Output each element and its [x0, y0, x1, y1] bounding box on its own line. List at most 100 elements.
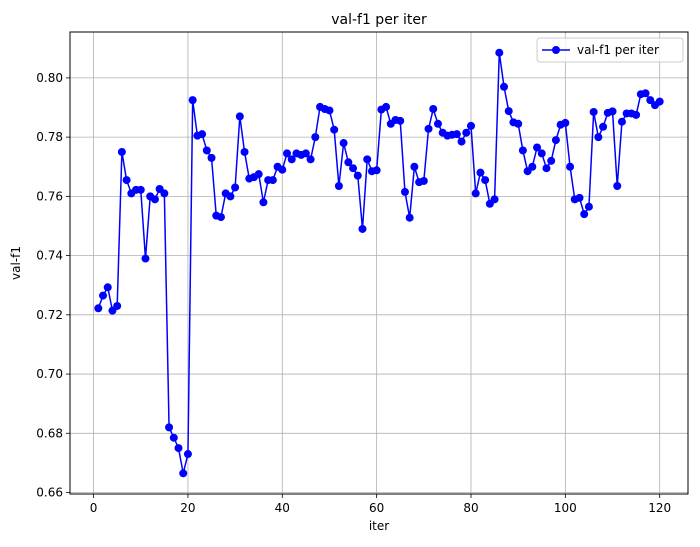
data-point	[419, 176, 428, 185]
x-tick-label: 40	[275, 501, 290, 515]
data-point	[349, 164, 358, 173]
data-point	[471, 189, 480, 198]
x-tick-label: 120	[648, 501, 671, 515]
data-point	[632, 110, 641, 119]
data-point	[183, 450, 192, 459]
data-point	[344, 158, 353, 167]
data-point	[452, 130, 461, 139]
data-point	[462, 128, 471, 137]
legend: val-f1 per iter	[536, 37, 684, 63]
data-point	[504, 107, 513, 116]
data-point	[617, 117, 626, 126]
data-point	[481, 176, 490, 185]
data-point	[136, 185, 145, 194]
legend-label: val-f1 per iter	[577, 43, 659, 57]
data-point	[174, 444, 183, 453]
data-point	[165, 423, 174, 432]
plot-frame	[69, 31, 689, 495]
data-point	[259, 198, 268, 207]
y-tick-label: 0.78	[36, 130, 63, 144]
data-point	[268, 176, 277, 185]
data-point	[490, 195, 499, 204]
y-tick-label: 0.76	[36, 189, 63, 203]
y-tick-label: 0.80	[36, 71, 63, 85]
data-point	[198, 130, 207, 139]
data-point	[117, 147, 126, 156]
data-point	[613, 182, 622, 190]
data-point	[424, 124, 433, 133]
data-point	[216, 213, 225, 222]
data-point	[457, 137, 466, 146]
y-tick-label: 0.72	[36, 308, 63, 322]
data-point	[103, 283, 112, 292]
data-point	[301, 149, 310, 158]
data-point	[231, 183, 240, 192]
data-point	[122, 176, 131, 185]
data-point	[160, 189, 169, 198]
y-axis-label: val-f1	[9, 246, 23, 280]
data-point	[405, 213, 414, 222]
data-point	[150, 195, 159, 204]
ticks: 0 20 40 60 80 100 120 0.66 0.68 0.70 0.72 0.74 0.76 0…	[36, 71, 671, 515]
legend-box	[536, 37, 684, 63]
data-point	[179, 469, 188, 478]
y-tick-label: 0.68	[36, 426, 63, 440]
series-layer	[94, 48, 664, 478]
data-point	[528, 162, 537, 171]
chart-title: val-f1 per iter	[331, 12, 427, 28]
data-point	[599, 122, 608, 131]
data-point	[655, 97, 664, 106]
data-point	[542, 164, 551, 173]
data-point	[551, 136, 560, 145]
x-axis-label: iter	[369, 519, 389, 533]
data-point	[566, 162, 575, 171]
data-point	[306, 155, 315, 164]
data-point	[254, 170, 263, 179]
data-point	[429, 105, 438, 113]
data-point	[141, 254, 150, 263]
data-point	[396, 116, 405, 125]
data-point	[235, 112, 244, 121]
x-tick-label: 0	[90, 501, 98, 515]
data-point	[476, 168, 485, 177]
data-point	[363, 155, 372, 164]
data-point	[334, 182, 343, 190]
data-point	[433, 119, 442, 128]
data-point	[410, 162, 419, 171]
data-point	[353, 171, 362, 180]
y-tick-label: 0.70	[36, 367, 63, 381]
data-point	[533, 143, 542, 152]
data-point	[466, 121, 475, 130]
x-tick-label: 20	[180, 501, 195, 515]
data-point	[339, 139, 348, 148]
data-point	[518, 146, 527, 155]
data-point	[311, 133, 320, 142]
x-tick-label: 60	[369, 501, 384, 515]
legend-marker-swatch	[552, 46, 560, 54]
data-point	[188, 96, 197, 105]
data-point	[169, 433, 178, 442]
data-point	[641, 89, 650, 98]
data-point	[400, 187, 409, 196]
x-tick-label: 80	[463, 501, 478, 515]
data-point	[287, 155, 296, 164]
data-point	[94, 304, 103, 313]
data-point	[646, 96, 655, 105]
data-point	[575, 193, 584, 202]
data-point	[608, 107, 617, 116]
y-tick-label: 0.66	[36, 486, 63, 500]
data-point	[514, 119, 523, 128]
data-point	[589, 107, 598, 116]
data-point	[330, 125, 339, 134]
data-point	[278, 165, 287, 174]
data-point	[358, 224, 367, 233]
data-point	[584, 202, 593, 211]
data-point	[547, 156, 556, 165]
y-tick-label: 0.74	[36, 249, 63, 263]
data-point	[283, 149, 292, 158]
data-point	[537, 149, 546, 158]
data-point	[325, 106, 334, 115]
data-point	[382, 102, 391, 111]
